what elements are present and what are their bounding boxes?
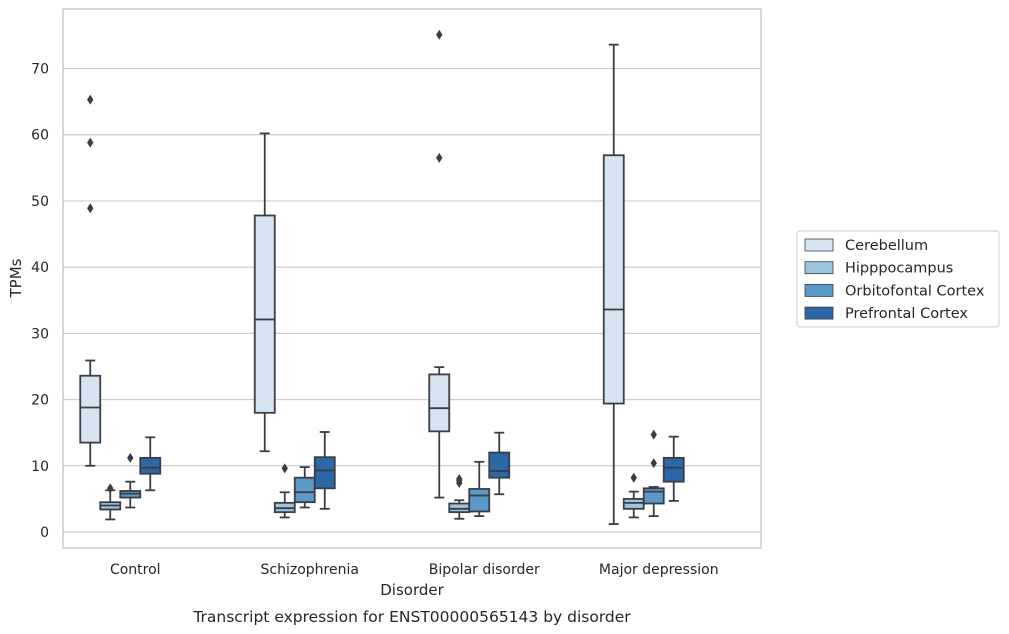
legend-label: Cerebellum bbox=[845, 238, 928, 254]
legend-swatch bbox=[804, 261, 834, 275]
box bbox=[79, 94, 102, 467]
box bbox=[293, 466, 316, 509]
box bbox=[642, 429, 665, 518]
y-tick-label: 50 bbox=[31, 194, 49, 210]
x-tick-label: Bipolar disorder bbox=[429, 562, 540, 578]
box bbox=[99, 483, 122, 521]
legend: Cerebellum Hipppocampus Orbitofontal Corte… bbox=[796, 230, 1000, 328]
outlier-point bbox=[87, 94, 94, 105]
legend-frame bbox=[796, 230, 1000, 328]
box-body bbox=[602, 154, 625, 405]
series-orbitofontal-cortex bbox=[119, 429, 665, 518]
box bbox=[253, 132, 276, 453]
box-body bbox=[468, 488, 491, 513]
legend-label: Hipppocampus bbox=[845, 261, 953, 277]
series-cerebellum bbox=[79, 29, 625, 525]
box-body bbox=[139, 456, 162, 475]
outlier-point bbox=[107, 483, 114, 494]
legend-swatch bbox=[804, 283, 834, 297]
outlier-point bbox=[630, 472, 637, 483]
legend-swatch bbox=[804, 306, 834, 320]
y-tick-label: 70 bbox=[31, 62, 49, 78]
x-tick-label: Control bbox=[110, 562, 161, 578]
box bbox=[488, 431, 511, 496]
y-tick-label: 10 bbox=[31, 459, 49, 475]
y-axis-label: TPMs bbox=[7, 258, 25, 298]
box-body bbox=[313, 456, 336, 490]
box-body bbox=[488, 451, 511, 479]
box-body bbox=[428, 373, 451, 433]
y-tick-labels: 0 10 20 30 40 50 60 70 bbox=[31, 62, 49, 542]
outlier-point bbox=[436, 152, 443, 163]
outlier-point bbox=[281, 463, 288, 474]
box bbox=[428, 29, 451, 499]
box bbox=[119, 452, 142, 509]
legend-label: Orbitofontal Cortex bbox=[845, 283, 985, 299]
gridlines bbox=[63, 67, 761, 533]
legend-swatch bbox=[804, 238, 834, 252]
chart-caption: Transcript expression for ENST0000056514… bbox=[192, 608, 631, 626]
outlier-point bbox=[650, 458, 657, 469]
box bbox=[622, 472, 645, 519]
outlier-point bbox=[87, 137, 94, 148]
box bbox=[139, 436, 162, 492]
y-tick-label: 20 bbox=[31, 393, 49, 409]
box bbox=[602, 43, 625, 525]
box bbox=[448, 474, 471, 520]
box bbox=[273, 463, 296, 519]
outlier-point bbox=[127, 452, 134, 463]
box-body bbox=[642, 487, 665, 505]
x-tick-label: Schizophrenia bbox=[261, 562, 359, 578]
box-body bbox=[79, 374, 102, 444]
box bbox=[468, 460, 491, 518]
box bbox=[662, 435, 685, 502]
outlier-point bbox=[456, 474, 463, 485]
y-tick-label: 30 bbox=[31, 326, 49, 342]
y-tick-label: 0 bbox=[40, 525, 49, 541]
outlier-point bbox=[650, 429, 657, 440]
box-body bbox=[253, 214, 276, 414]
legend-label: Prefrontal Cortex bbox=[845, 306, 968, 322]
x-axis-label: Disorder bbox=[380, 581, 444, 599]
plot-background bbox=[63, 9, 761, 548]
outlier-point bbox=[87, 203, 94, 214]
series-hipppocampus bbox=[99, 463, 645, 521]
series-prefrontal-cortex bbox=[139, 431, 685, 510]
box-body bbox=[293, 476, 316, 504]
x-tick-label: Major depression bbox=[599, 562, 719, 578]
box-body bbox=[662, 456, 685, 483]
outlier-point bbox=[436, 29, 443, 40]
plot-frame bbox=[62, 8, 762, 549]
y-tick-label: 60 bbox=[31, 128, 49, 144]
box-plot-series bbox=[79, 29, 685, 525]
box bbox=[313, 431, 336, 510]
x-tick-labels: Control Schizophrenia Bipolar disorder Majo… bbox=[110, 562, 719, 578]
y-tick-label: 40 bbox=[31, 260, 49, 276]
box-body bbox=[622, 497, 645, 510]
box-body bbox=[448, 502, 471, 514]
